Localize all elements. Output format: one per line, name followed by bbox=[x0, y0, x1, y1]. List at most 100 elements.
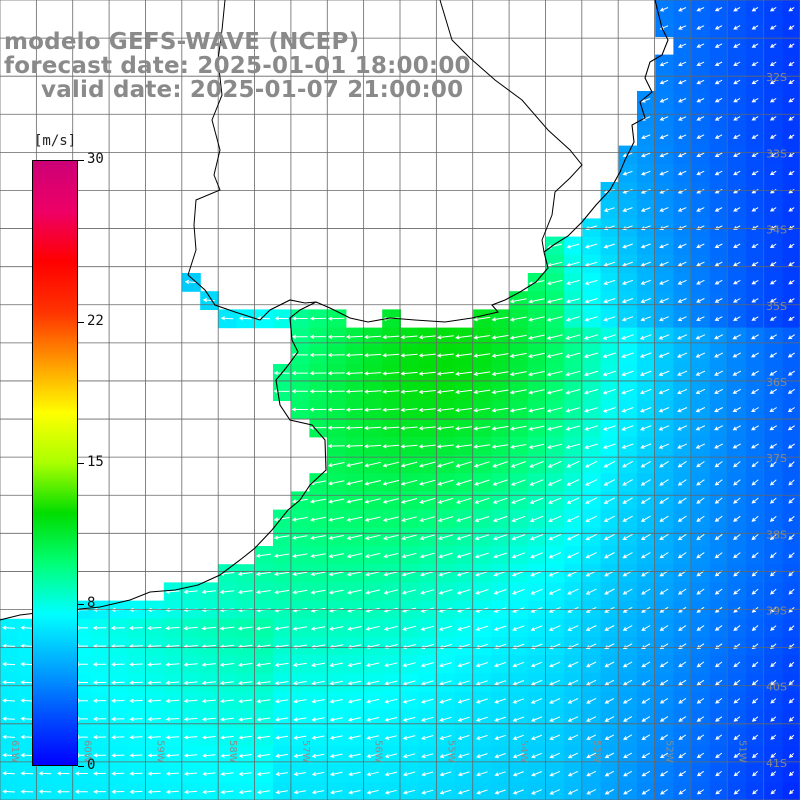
wind-arrow bbox=[769, 534, 777, 541]
wind-arrow bbox=[509, 407, 527, 413]
wind-arrow bbox=[494, 716, 506, 722]
wind-arrow bbox=[220, 771, 234, 776]
wind-arrow bbox=[384, 771, 398, 777]
wind-arrow bbox=[586, 789, 597, 795]
longitude-label: 60W bbox=[82, 740, 93, 763]
wind-arrow bbox=[382, 425, 400, 431]
wind-arrow bbox=[512, 734, 524, 740]
wind-arrow bbox=[418, 335, 436, 340]
wind-arrow bbox=[677, 25, 687, 30]
latitude-label: 32S bbox=[766, 71, 787, 84]
wind-arrow bbox=[621, 443, 634, 449]
wind-arrow bbox=[255, 553, 271, 558]
wind-arrow bbox=[2, 716, 15, 721]
wind-arrow bbox=[455, 335, 473, 340]
latitude-label: 34S bbox=[766, 224, 787, 237]
wind-arrow bbox=[183, 717, 198, 722]
wind-arrow bbox=[677, 479, 687, 486]
wind-arrow bbox=[291, 389, 308, 394]
wind-arrow bbox=[660, 789, 668, 795]
wind-arrow bbox=[678, 679, 687, 686]
wind-arrow bbox=[696, 7, 705, 12]
wind-arrow bbox=[714, 79, 723, 85]
wind-arrow bbox=[509, 352, 527, 358]
wind-arrow bbox=[491, 389, 509, 395]
wind-arrow bbox=[787, 407, 795, 413]
wind-arrow bbox=[677, 316, 687, 322]
wind-arrow bbox=[751, 443, 759, 449]
wind-arrow bbox=[329, 717, 343, 722]
wind-arrow bbox=[2, 680, 16, 685]
wind-arrow bbox=[165, 680, 180, 685]
wind-arrow bbox=[696, 770, 704, 777]
wind-arrow bbox=[528, 425, 545, 431]
wind-arrow bbox=[201, 717, 216, 722]
wind-arrow bbox=[639, 407, 652, 413]
wind-arrow bbox=[751, 388, 759, 394]
wind-arrow bbox=[2, 789, 15, 794]
wind-arrow bbox=[364, 461, 382, 468]
wind-arrow bbox=[328, 516, 345, 522]
wind-arrow bbox=[439, 753, 452, 759]
wind-arrow bbox=[384, 698, 398, 704]
wind-arrow bbox=[677, 388, 688, 395]
colorbar-tick-label: 15 bbox=[87, 454, 104, 470]
wind-arrow bbox=[345, 443, 363, 449]
wind-arrow bbox=[622, 697, 633, 704]
wind-arrow bbox=[348, 790, 361, 795]
wind-arrow bbox=[788, 152, 795, 157]
wind-arrow bbox=[20, 662, 34, 667]
wind-arrow bbox=[714, 497, 723, 504]
wind-arrow bbox=[658, 388, 670, 395]
wind-arrow bbox=[696, 243, 705, 249]
wind-arrow bbox=[788, 207, 795, 212]
longitude-labels: 61W 60W 59W 58W 57W 56W 55W 54W 53W 52W 51W bbox=[9, 740, 747, 763]
wind-arrow bbox=[788, 298, 795, 303]
wind-arrow bbox=[255, 626, 271, 631]
wind-arrow bbox=[714, 625, 723, 631]
wind-arrow bbox=[494, 698, 506, 704]
wind-arrow bbox=[788, 134, 795, 139]
wind-arrow bbox=[658, 425, 670, 431]
wind-arrow bbox=[604, 789, 615, 795]
wind-arrow bbox=[696, 25, 705, 30]
wind-arrow bbox=[310, 571, 326, 577]
wind-arrow bbox=[328, 571, 344, 577]
wind-arrow bbox=[603, 552, 615, 559]
wind-arrow bbox=[402, 662, 416, 668]
wind-arrow bbox=[202, 789, 216, 795]
wind-arrow bbox=[641, 134, 651, 139]
wind-arrow bbox=[603, 243, 616, 249]
wind-arrow bbox=[494, 661, 507, 668]
wind-arrow bbox=[621, 407, 634, 413]
wind-arrow bbox=[566, 279, 580, 286]
wind-arrow bbox=[788, 552, 795, 559]
wind-arrow bbox=[473, 371, 491, 376]
wind-arrow bbox=[788, 79, 795, 85]
wind-arrow bbox=[769, 261, 777, 267]
wind-arrow bbox=[733, 79, 741, 85]
wind-arrow bbox=[421, 771, 434, 777]
wind-arrow bbox=[604, 625, 615, 631]
wind-arrow bbox=[492, 479, 508, 486]
wind-arrow bbox=[329, 753, 343, 758]
wind-arrow bbox=[788, 461, 795, 468]
wind-arrow bbox=[604, 679, 615, 686]
wind-arrow bbox=[788, 752, 795, 759]
wind-arrow bbox=[420, 680, 434, 686]
wind-arrow bbox=[455, 444, 473, 449]
wind-arrow bbox=[751, 534, 759, 541]
wind-arrow bbox=[56, 771, 70, 776]
wind-arrow bbox=[129, 735, 143, 740]
wind-arrow bbox=[677, 443, 688, 449]
wind-arrow bbox=[292, 680, 307, 686]
wind-arrow bbox=[659, 697, 669, 704]
wind-arrow bbox=[402, 735, 416, 740]
wind-arrow bbox=[275, 735, 289, 740]
wind-arrow bbox=[2, 771, 15, 776]
wind-arrow bbox=[641, 770, 651, 777]
wind-arrow bbox=[201, 680, 216, 685]
wind-arrow bbox=[695, 425, 706, 431]
wind-arrow bbox=[147, 771, 161, 776]
